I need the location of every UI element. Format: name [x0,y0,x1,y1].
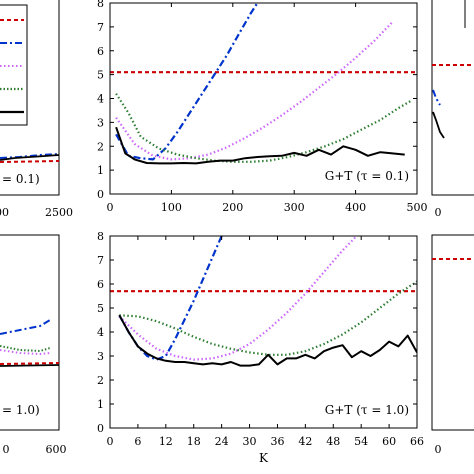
xtick-label: 0 [107,201,114,214]
series-line-3 [119,280,417,356]
xtick-label: 66 [410,435,424,448]
plot-frame [109,2,418,195]
xtick-label: 18 [187,435,201,448]
left-top-xtick-a: 00 [0,206,9,219]
left-top-blue-line [0,153,60,159]
right-top-blue-line [432,89,441,106]
left-bottom-xtick-b: 600 [46,443,67,456]
panel-annotation: G+T (τ = 1.0) [325,403,409,417]
x-axis-label: K [259,451,269,465]
right-bottom-partial-panel: 0 [431,234,474,456]
left-bottom-blue-line [0,319,51,335]
center-top-panel: 0 1 2 3 4 5 6 7 8 0 100 200 300 400 500 G+T (τ = 0.1) [97,0,428,214]
ytick-label: 8 [97,0,104,10]
xtick-label: 200 [222,201,243,214]
ytick-label: 6 [97,278,104,291]
panel-annotation: G+T (τ = 0.1) [325,169,409,183]
ytick-label: 1 [97,164,104,177]
left-top-annotation: = 0.1) [2,172,40,186]
ytick-label: 4 [97,326,104,339]
xtick-label: 0 [107,435,114,448]
xtick-label: 30 [243,435,257,448]
right-bottom-xtick: 0 [435,443,442,456]
ytick-label: 5 [97,69,104,82]
ytick-label: 0 [97,188,104,201]
left-top-xtick-b: 2500 [45,206,73,219]
xtick-label: 36 [270,435,284,448]
xtick-label: 60 [382,435,396,448]
series-line-2 [115,21,394,161]
series-group [110,236,417,367]
left-top-frame [0,0,60,196]
ytick-label: 3 [97,350,104,363]
series-line-3 [115,93,412,163]
ytick-label: 5 [97,302,104,315]
left-top-partial-panel: = 0.1) 00 2500 [0,0,73,219]
xtick-label: 6 [134,435,141,448]
ytick-label: 0 [97,422,104,435]
ytick-label: 7 [97,21,104,34]
left-bottom-black-line [0,364,60,367]
left-bottom-xtick-a: 0 [3,443,10,456]
series-group [110,3,417,165]
xtick-label: 48 [326,435,340,448]
left-top-red-line [0,160,60,163]
ytick-label: 2 [97,140,104,153]
left-bottom-annotation: = 1.0) [2,403,40,417]
ytick-label: 2 [97,374,104,387]
series-line-4 [118,314,417,367]
right-top-partial-panel: 0 [431,0,474,219]
ytick-label: 8 [97,230,104,243]
series-line-4 [115,126,405,165]
xtick-label: 42 [298,435,312,448]
xtick-label: 400 [345,201,366,214]
right-bottom-frame [431,234,474,431]
ytick-label: 6 [97,45,104,58]
ytick-label: 1 [97,398,104,411]
left-bottom-green-line [0,345,51,353]
left-bottom-partial-panel: = 1.0) 0 600 [0,234,67,456]
left-top-black-line [0,154,60,161]
right-top-frame [431,0,474,196]
xtick-label: 24 [215,435,229,448]
xtick-label: 300 [284,201,305,214]
left-bottom-red-line [0,362,60,365]
series-line-1 [115,3,259,161]
xtick-label: 500 [407,201,428,214]
xtick-label: 54 [354,435,368,448]
left-bottom-violet-line [0,349,51,356]
ytick-label: 7 [97,254,104,267]
ytick-label: 4 [97,93,104,106]
ytick-label: 3 [97,116,104,129]
left-bottom-frame [0,234,60,431]
right-top-xtick: 0 [435,206,442,219]
xtick-label: 12 [159,435,173,448]
xtick-label: 100 [161,201,182,214]
right-top-black-line [432,111,445,139]
series-line-2 [118,236,359,361]
